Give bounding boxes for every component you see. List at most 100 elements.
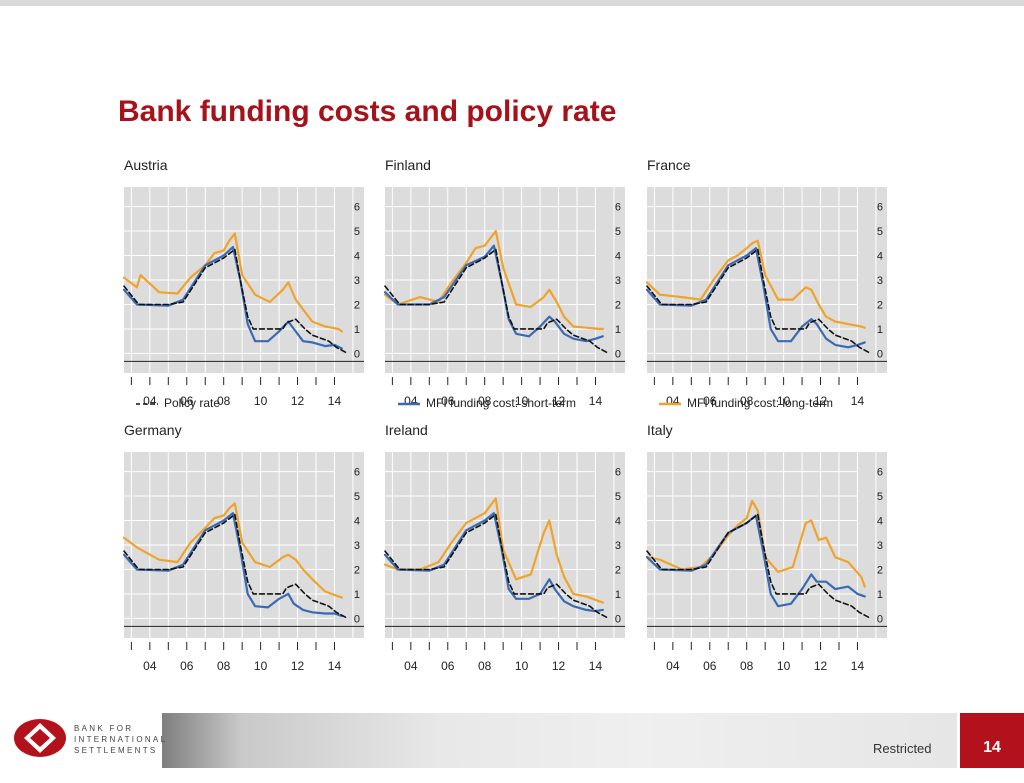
panel-germany: Germany 0 1 2 3 4 5 6 04 06 08 10 12 14 xyxy=(120,422,370,673)
y-tick-label: 0 xyxy=(615,613,621,625)
panel-france: France 0 1 2 3 4 5 6 04 06 08 10 12 14 xyxy=(643,157,893,408)
x-tick-label: 10 xyxy=(515,394,529,408)
x-tick-label: 14 xyxy=(851,659,865,673)
series-line-policy-rate xyxy=(646,513,870,618)
series-line-policy-rate xyxy=(123,248,347,353)
series-line-mfi-funding-cost-short-term xyxy=(383,244,604,343)
series-line-policy-rate xyxy=(123,513,347,618)
top-bar xyxy=(0,0,1024,6)
y-tick-label: 0 xyxy=(877,613,883,625)
legend-policy-swatch xyxy=(136,403,158,405)
y-tick-label: 5 xyxy=(877,491,883,503)
y-tick-label: 3 xyxy=(615,540,621,552)
y-tick-label: 5 xyxy=(354,491,360,503)
y-tick-label: 0 xyxy=(354,348,360,360)
legend-short-label: MFI funding cost: short-term xyxy=(426,396,577,410)
x-tick-label: 14 xyxy=(328,659,342,673)
y-tick-label: 6 xyxy=(615,202,621,214)
series-line-mfi-funding-cost-long-term xyxy=(645,239,866,329)
x-tick-label: 10 xyxy=(777,394,791,408)
y-tick-label: 2 xyxy=(877,299,883,311)
x-tick-label: 06 xyxy=(441,659,455,673)
y-tick-label: 2 xyxy=(615,564,621,576)
x-tick-label: 06 xyxy=(703,659,717,673)
logo-line: BANK FOR xyxy=(74,724,134,733)
panel-finland: Finland 0 1 2 3 4 5 6 04 06 08 10 12 14 xyxy=(381,157,631,408)
x-tick-label: 10 xyxy=(254,659,268,673)
x-tick-label: 08 xyxy=(478,394,492,408)
y-tick-label: 5 xyxy=(354,226,360,238)
series-line-policy-rate xyxy=(384,513,608,618)
y-tick-label: 4 xyxy=(877,251,883,263)
panel-ireland: Ireland 0 1 2 3 4 5 6 04 06 08 10 12 14 xyxy=(381,422,631,673)
y-tick-label: 1 xyxy=(354,324,360,336)
x-tick-label: 06 xyxy=(703,394,717,408)
y-tick-label: 2 xyxy=(877,564,883,576)
y-tick-label: 0 xyxy=(354,613,360,625)
x-tick-label: 10 xyxy=(777,659,791,673)
y-tick-label: 1 xyxy=(354,589,360,601)
y-tick-label: 4 xyxy=(615,251,621,263)
y-tick-label: 6 xyxy=(354,467,360,479)
legend-long-label: MFI funding cost: long-term xyxy=(687,396,834,410)
x-tick-label: 08 xyxy=(740,659,754,673)
series-line-policy-rate xyxy=(384,248,608,353)
x-tick-label: 12 xyxy=(552,394,566,408)
y-tick-label: 4 xyxy=(354,251,360,263)
x-tick-label: 04 xyxy=(143,659,157,673)
x-tick-label: 04 xyxy=(666,659,680,673)
panel-title: Finland xyxy=(385,157,431,173)
panel-title: France xyxy=(647,157,691,173)
legend-long: MFI funding cost: long-term xyxy=(659,396,833,410)
panel-title: Italy xyxy=(647,422,673,438)
x-tick-label: 14 xyxy=(589,394,603,408)
y-tick-label: 6 xyxy=(354,202,360,214)
x-tick-label: 10 xyxy=(254,394,268,408)
y-tick-label: 4 xyxy=(877,516,883,528)
y-tick-label: 0 xyxy=(877,348,883,360)
series-line-policy-rate xyxy=(646,248,870,353)
y-tick-label: 5 xyxy=(877,226,883,238)
y-tick-label: 6 xyxy=(877,467,883,479)
series-line-mfi-funding-cost-short-term xyxy=(383,512,604,613)
x-tick-label: 12 xyxy=(814,659,828,673)
footer-photo xyxy=(162,713,959,768)
page-number: 14 xyxy=(960,713,1024,768)
y-tick-label: 1 xyxy=(615,324,621,336)
y-tick-label: 1 xyxy=(877,324,883,336)
y-tick-label: 2 xyxy=(354,564,360,576)
y-tick-label: 4 xyxy=(615,516,621,528)
legend-short-swatch xyxy=(398,402,420,406)
x-tick-label: 12 xyxy=(291,659,305,673)
x-tick-label: 08 xyxy=(217,659,231,673)
bis-logo-icon xyxy=(12,717,68,764)
y-tick-label: 3 xyxy=(354,540,360,552)
x-tick-label: 04 xyxy=(404,659,418,673)
y-tick-label: 3 xyxy=(877,275,883,287)
x-tick-label: 14 xyxy=(851,394,865,408)
x-tick-label: 14 xyxy=(589,659,603,673)
y-tick-label: 0 xyxy=(615,348,621,360)
series-line-mfi-funding-cost-short-term xyxy=(645,247,866,349)
y-tick-label: 3 xyxy=(354,275,360,287)
y-tick-label: 5 xyxy=(615,226,621,238)
y-tick-label: 4 xyxy=(354,516,360,528)
y-tick-label: 3 xyxy=(615,275,621,287)
y-tick-label: 3 xyxy=(877,540,883,552)
x-tick-label: 12 xyxy=(291,394,305,408)
y-tick-label: 1 xyxy=(877,589,883,601)
series-line-mfi-funding-cost-long-term xyxy=(383,497,604,604)
x-tick-label: 14 xyxy=(328,394,342,408)
logo-line: INTERNATIONAL xyxy=(74,735,168,744)
series-line-mfi-funding-cost-long-term xyxy=(383,229,604,330)
series-line-mfi-funding-cost-long-term xyxy=(122,232,343,333)
panel-austria: Austria 0 1 2 3 4 5 6 04 06 08 10 12 14 xyxy=(120,157,370,408)
y-tick-label: 1 xyxy=(615,589,621,601)
legend-policy: Policy rate xyxy=(136,396,220,410)
x-tick-label: 08 xyxy=(478,659,492,673)
